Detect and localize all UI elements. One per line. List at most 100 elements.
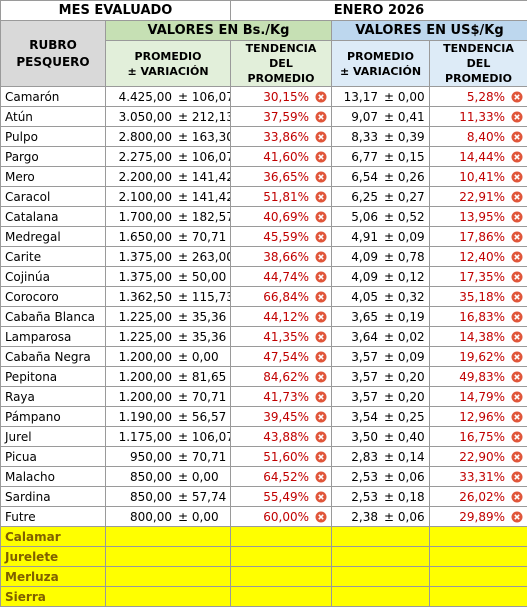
tendencia: 26,02% — [459, 490, 505, 504]
promedio-cell: 3.050,00± 212,13 — [106, 107, 231, 127]
promedio: 4.425,00 — [110, 90, 172, 104]
period-row: MES EVALUADO ENERO 2026 — [1, 1, 527, 21]
tendencia-cell: 14,38% — [430, 327, 527, 347]
tendencia: 22,90% — [459, 450, 505, 464]
down-icon — [315, 211, 327, 223]
variacion: ± 0,09 — [384, 230, 425, 244]
tendencia: 41,73% — [263, 390, 309, 404]
down-icon — [511, 191, 523, 203]
promedio-cell: 2.200,00± 141,42 — [106, 167, 231, 187]
tendencia: 51,60% — [263, 450, 309, 464]
promedio-cell: 2.275,00± 106,07 — [106, 147, 231, 167]
down-icon — [315, 291, 327, 303]
rubro: Merluza — [1, 567, 106, 587]
empty-cell — [332, 567, 430, 587]
down-icon — [315, 331, 327, 343]
tendencia: 11,33% — [459, 110, 505, 124]
tendencia: 17,35% — [459, 270, 505, 284]
promedio-cell: 2,83± 0,14 — [332, 447, 430, 467]
variacion: ± 0,06 — [384, 510, 425, 524]
data-row: Jurelete — [1, 547, 527, 567]
down-icon — [315, 111, 327, 123]
down-icon — [511, 231, 523, 243]
empty-cell — [430, 547, 527, 567]
tendencia: 17,86% — [459, 230, 505, 244]
rubro: Camarón — [1, 87, 106, 107]
promedio: 3,57 — [336, 350, 378, 364]
rubro: Pámpano — [1, 407, 106, 427]
promedio-cell: 3,65± 0,19 — [332, 307, 430, 327]
promedio-cell: 4,05 ± 0,32 — [332, 287, 430, 307]
variacion: ± 35,36 — [178, 310, 226, 324]
tendencia-cell: 55,49% — [231, 487, 332, 507]
promedio: 950,00 — [110, 450, 172, 464]
tendencia-cell: 22,90% — [430, 447, 527, 467]
down-icon — [511, 151, 523, 163]
variacion: ± VARIACIÓN — [127, 65, 208, 78]
tendencia: 41,35% — [263, 330, 309, 344]
tendencia-cell: 14,44% — [430, 147, 527, 167]
rubro: Mero — [1, 167, 106, 187]
rubro: Malacho — [1, 467, 106, 487]
promedio: 4,09 — [336, 250, 378, 264]
rubro: Catalana — [1, 207, 106, 227]
variacion: ± 0,39 — [384, 130, 425, 144]
promedio-cell: 1.200,00± 70,71 — [106, 387, 231, 407]
down-icon — [511, 291, 523, 303]
tendencia: 44,74% — [263, 270, 309, 284]
tendencia: 55,49% — [263, 490, 309, 504]
variacion: ± 115,73 — [178, 290, 231, 304]
promedio: 4,91 — [336, 230, 378, 244]
tendencia-cell: 60,00% — [231, 507, 332, 527]
rubro: Jurelete — [1, 547, 106, 567]
rubro: Lamparosa — [1, 327, 106, 347]
down-icon — [511, 131, 523, 143]
tendencia-cell: 37,59% — [231, 107, 332, 127]
promedio-cell: 2,38 ± 0,06 — [332, 507, 430, 527]
promedio-cell: 6,25± 0,27 — [332, 187, 430, 207]
tendencia: 43,88% — [263, 430, 309, 444]
variacion: ± 263,00 — [178, 250, 231, 264]
promedio-cell: 1.200,00± 81,65 — [106, 367, 231, 387]
rubro: Sardina — [1, 487, 106, 507]
promedio: 5,06 — [336, 210, 378, 224]
variacion: ± 50,00 — [178, 270, 226, 284]
tendencia: 16,83% — [459, 310, 505, 324]
promedio: 1.225,00 — [110, 330, 172, 344]
empty-cell — [430, 567, 527, 587]
tendencia-us: TENDENCIA DEL PROMEDIO — [430, 41, 527, 87]
rubro: Corocoro — [1, 287, 106, 307]
rubro: Cabaña Blanca — [1, 307, 106, 327]
down-icon — [511, 311, 523, 323]
promedio: 2,53 — [336, 490, 378, 504]
variacion: ± 0,02 — [384, 330, 425, 344]
variacion: ± 106,07 — [178, 430, 231, 444]
tendencia-cell: 14,79% — [430, 387, 527, 407]
tendencia-cell: 11,33% — [430, 107, 527, 127]
variacion: ± 0,00 — [178, 510, 219, 524]
promedio-cell: 6,77± 0,15 — [332, 147, 430, 167]
promedio-cell: 2,53± 0,18 — [332, 487, 430, 507]
promedio-cell: 3,57± 0,20 — [332, 367, 430, 387]
variacion: ± 106,07 — [178, 150, 231, 164]
tendencia: 41,60% — [263, 150, 309, 164]
promedio: 6,77 — [336, 150, 378, 164]
promedio-bs: PROMEDIO± VARIACIÓN — [106, 41, 231, 87]
promedio: 4,05 — [336, 290, 378, 304]
promedio-cell: 13,17± 0,00 — [332, 87, 430, 107]
promedio-cell: 3,50± 0,40 — [332, 427, 430, 447]
promedio: 2,38 — [336, 510, 378, 524]
empty-cell — [106, 527, 231, 547]
group-us: VALORES EN US$/Kg — [332, 21, 527, 41]
promedio: 1.362,50 — [110, 290, 172, 304]
variacion: ± 0,32 — [384, 290, 425, 304]
down-icon — [315, 471, 327, 483]
tendencia: 84,62% — [263, 370, 309, 384]
